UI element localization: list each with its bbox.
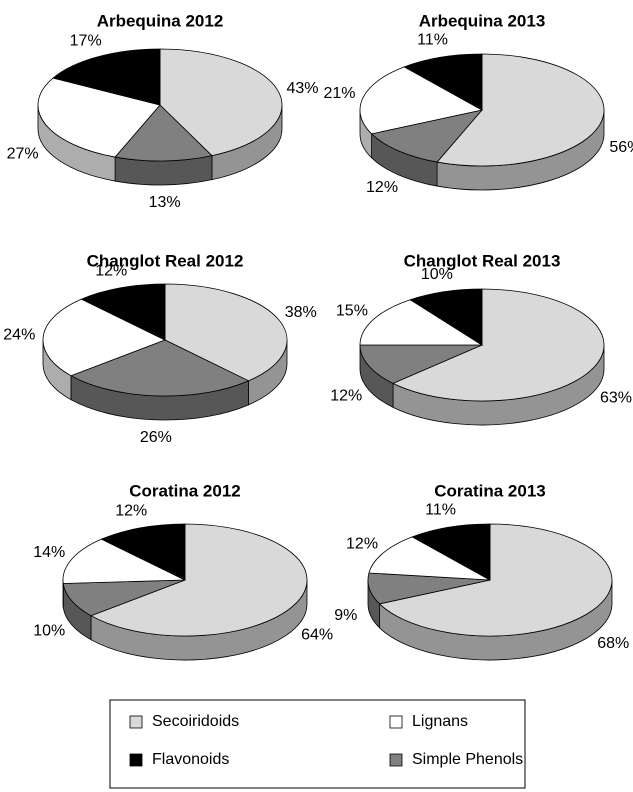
data-label: 63% [600, 390, 632, 407]
data-label: 10% [421, 266, 453, 283]
slice [70, 339, 250, 397]
chart-title: Changlot Real 2012 [87, 251, 244, 270]
slice [42, 298, 167, 377]
data-label: 12% [95, 262, 127, 279]
legend-label: Simple Phenols [412, 751, 523, 768]
data-label: 24% [3, 327, 35, 344]
legend-swatch [129, 753, 143, 767]
chart-title: Arbequina 2012 [97, 11, 224, 30]
slice [392, 288, 605, 402]
slice [359, 299, 484, 346]
slice [80, 283, 166, 341]
data-label: 14% [33, 544, 65, 561]
chart-title: Changlot Real 2013 [404, 251, 561, 270]
data-label: 12% [346, 536, 378, 553]
slice [114, 104, 213, 162]
legend-swatch [389, 753, 403, 767]
data-label: 38% [285, 304, 317, 321]
chart-title: Coratina 2013 [434, 481, 546, 500]
data-label: 64% [301, 627, 333, 644]
slice [52, 48, 161, 106]
slice [378, 523, 613, 637]
slice [62, 538, 186, 584]
slice [359, 344, 483, 384]
legend-swatch [129, 715, 143, 729]
data-label: 43% [286, 80, 318, 97]
data-label: 11% [417, 32, 448, 49]
data-label: 12% [115, 502, 147, 519]
data-label: 13% [149, 194, 181, 211]
slice [403, 53, 483, 111]
slice [436, 53, 605, 167]
slice [359, 66, 484, 135]
legend-label: Lignans [412, 713, 468, 730]
data-label: 68% [597, 635, 629, 652]
data-label: 15% [336, 303, 368, 320]
chart-title: Coratina 2012 [129, 481, 241, 500]
data-label: 10% [33, 622, 65, 639]
data-label: 17% [70, 33, 102, 50]
legend-swatch [389, 715, 403, 729]
data-label: 27% [7, 145, 39, 162]
slice [370, 109, 484, 163]
data-label: 9% [334, 607, 357, 624]
slice [159, 48, 283, 157]
slice [411, 523, 491, 581]
data-label: 21% [324, 85, 356, 102]
slice [368, 536, 491, 581]
slice [37, 77, 161, 158]
legend-label: Secoiridoids [152, 713, 239, 730]
slice [100, 523, 186, 581]
data-label: 11% [425, 502, 456, 519]
data-label: 56% [609, 139, 633, 156]
slice [164, 283, 288, 382]
legend-box [109, 699, 526, 789]
data-label: 26% [140, 429, 172, 446]
slice [90, 523, 308, 637]
data-label: 12% [366, 179, 398, 196]
data-label: 12% [330, 387, 362, 404]
slice [409, 288, 483, 346]
legend-label: Flavonoids [152, 751, 229, 768]
slice [62, 579, 186, 617]
chart-title: Arbequina 2013 [419, 11, 546, 30]
